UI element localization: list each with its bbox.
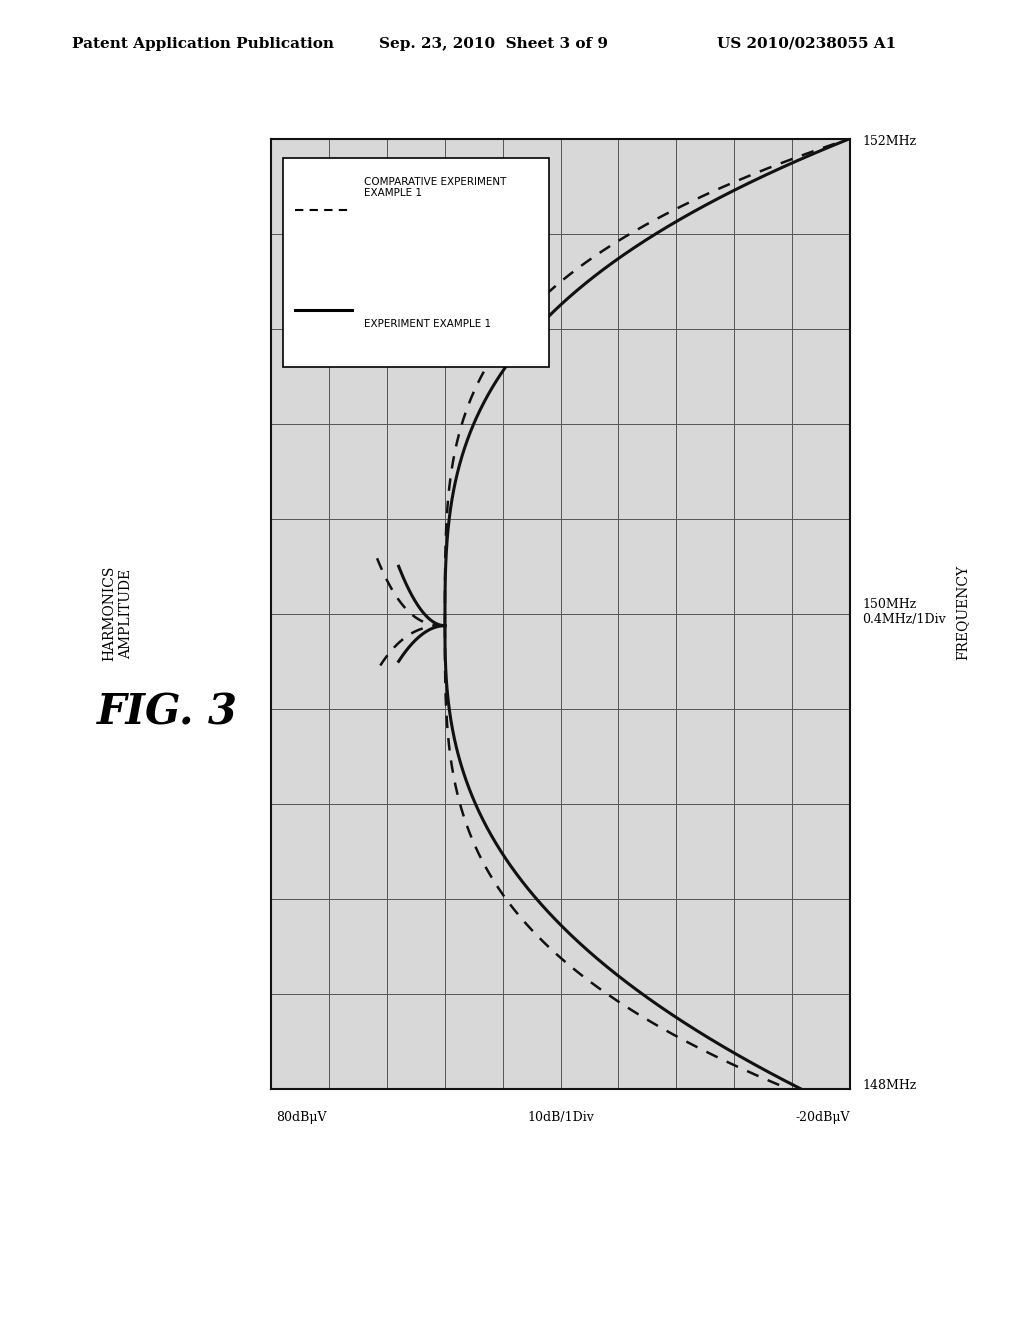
Text: HARMONICS
AMPLITUDE: HARMONICS AMPLITUDE [102,566,133,661]
Text: 152MHz: 152MHz [862,135,916,148]
Text: 148MHz: 148MHz [862,1078,916,1092]
Text: US 2010/0238055 A1: US 2010/0238055 A1 [717,37,896,51]
Text: FREQUENCY: FREQUENCY [955,565,970,660]
Text: 10dB/1Div: 10dB/1Div [527,1111,595,1125]
Text: 150MHz
0.4MHz/1Div: 150MHz 0.4MHz/1Div [862,598,946,627]
Text: COMPARATIVE EXPERIMENT
EXAMPLE 1: COMPARATIVE EXPERIMENT EXAMPLE 1 [364,177,506,198]
Text: Patent Application Publication: Patent Application Publication [72,37,334,51]
Text: 80dBμV: 80dBμV [276,1111,327,1125]
Text: EXPERIMENT EXAMPLE 1: EXPERIMENT EXAMPLE 1 [364,318,492,329]
Text: -20dBμV: -20dBμV [796,1111,850,1125]
FancyBboxPatch shape [283,157,549,367]
Text: FIG. 3: FIG. 3 [97,692,239,734]
Text: Sep. 23, 2010  Sheet 3 of 9: Sep. 23, 2010 Sheet 3 of 9 [379,37,608,51]
